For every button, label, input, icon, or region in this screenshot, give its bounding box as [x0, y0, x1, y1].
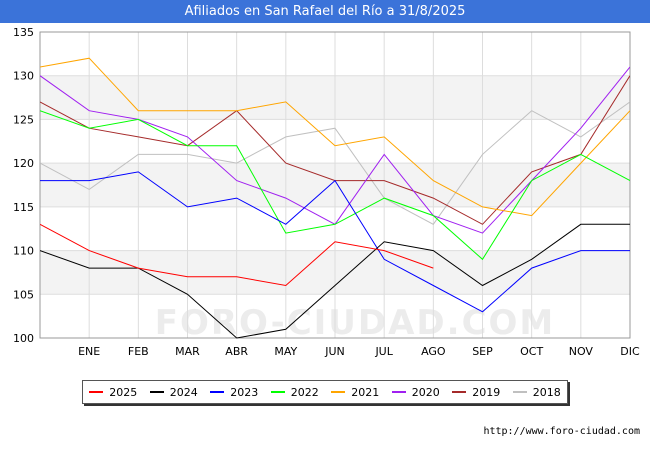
- legend-swatch: [391, 391, 406, 393]
- legend-label: 2024: [169, 385, 198, 399]
- x-tick-label: MAR: [175, 345, 200, 358]
- legend-item-2021: 2021: [331, 386, 379, 399]
- legend-item-2023: 2023: [210, 386, 258, 399]
- legend-swatch: [210, 391, 225, 393]
- x-tick-label: JUN: [324, 345, 345, 358]
- y-tick-label: 100: [13, 332, 34, 345]
- legend-item-2025: 2025: [89, 386, 137, 399]
- x-tick-label: NOV: [569, 345, 594, 358]
- y-tick-label: 120: [13, 157, 34, 170]
- line-chart: FORO-CIUDAD.COM 100 105 110 115 120 125 130 135 E…: [13, 26, 640, 358]
- plot-area: FORO-CIUDAD.COM 100 105 110 115 120 125 130 135 E…: [0, 23, 650, 363]
- legend-swatch: [452, 391, 467, 393]
- x-tick-label: OCT: [520, 345, 543, 358]
- legend-item-2024: 2024: [149, 385, 198, 399]
- legend-item-2019: 2019: [452, 386, 500, 399]
- legend-label: 2019: [472, 385, 501, 399]
- legend-label: 2020: [411, 385, 440, 399]
- series-line-2023: [40, 171, 630, 313]
- y-tick-label: 125: [13, 113, 34, 126]
- x-tick-label: FEB: [128, 345, 149, 358]
- legend-swatch: [331, 391, 346, 393]
- legend-label: 2023: [230, 385, 259, 399]
- legend-label: 2022: [290, 385, 319, 399]
- legend-label: 2025: [109, 385, 138, 399]
- chart-title: Afiliados en San Rafael del Río a 31/8/2…: [0, 0, 650, 23]
- legend-swatch: [270, 391, 285, 393]
- x-tick-label: SEP: [472, 345, 493, 358]
- y-tick-label: 110: [13, 245, 34, 258]
- legend-label: 2018: [532, 385, 561, 399]
- y-tick-label: 105: [13, 288, 34, 301]
- watermark: FORO-CIUDAD.COM: [155, 303, 556, 343]
- legend-swatch: [512, 391, 527, 393]
- legend-swatch: [149, 391, 164, 393]
- series-line-2022: [40, 110, 630, 261]
- series-line-2025: [40, 223, 434, 287]
- legend: 2025 2024 2023 2022 2021 2020 2019 2018: [82, 380, 568, 404]
- series-line-2018: [40, 101, 630, 225]
- legend-item-2020: 2020: [391, 385, 440, 399]
- legend-item-2018: 2018: [512, 385, 561, 399]
- x-tick-label: MAY: [274, 345, 297, 358]
- series-line-2021: [40, 57, 630, 217]
- y-tick-label: 130: [13, 70, 34, 83]
- y-tick-label: 115: [13, 201, 34, 214]
- x-tick-label: DIC: [620, 345, 640, 358]
- x-tick-label: ABR: [225, 345, 248, 358]
- legend-swatch: [89, 391, 104, 393]
- y-tick-label: 135: [13, 26, 34, 39]
- legend-label: 2021: [351, 385, 380, 399]
- plot-border: [39, 31, 631, 339]
- source-credit: http://www.foro-ciudad.com: [483, 426, 640, 437]
- x-tick-label: JUL: [374, 345, 393, 358]
- legend-item-2022: 2022: [270, 385, 319, 399]
- x-tick-label: AGO: [421, 345, 446, 358]
- x-tick-label: ENE: [78, 345, 100, 358]
